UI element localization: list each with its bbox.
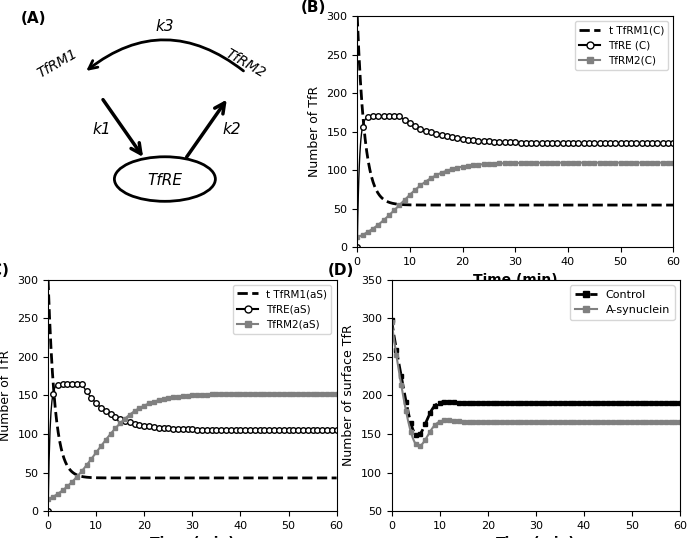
Legend: Control, A-synuclein: Control, A-synuclein (570, 285, 675, 320)
FancyArrowPatch shape (187, 103, 225, 157)
X-axis label: Time(min): Time(min) (496, 536, 576, 538)
Text: k1: k1 (93, 123, 111, 138)
Text: (A): (A) (21, 11, 46, 26)
Legend: t TfRM1(aS), TfRE(aS), TfRM2(aS): t TfRM1(aS), TfRE(aS), TfRM2(aS) (233, 285, 331, 334)
X-axis label: Time (min): Time (min) (473, 273, 558, 287)
Text: (C): (C) (0, 263, 10, 278)
Text: (D): (D) (328, 263, 354, 278)
Text: k2: k2 (223, 123, 241, 138)
Y-axis label: Number of TfR: Number of TfR (308, 86, 321, 178)
Y-axis label: Number of surface TfR: Number of surface TfR (342, 324, 355, 466)
Text: TfRM1: TfRM1 (35, 46, 80, 81)
X-axis label: Time (min): Time (min) (150, 536, 235, 538)
Text: k3: k3 (155, 18, 174, 33)
Text: TfRM2: TfRM2 (223, 46, 267, 81)
Text: (B): (B) (300, 0, 326, 15)
Y-axis label: Number of TfR: Number of TfR (0, 350, 12, 441)
FancyArrowPatch shape (89, 40, 243, 71)
FancyArrowPatch shape (103, 100, 141, 154)
Legend: t TfRM1(C), TfRE (C), TfRM2(C): t TfRM1(C), TfRE (C), TfRM2(C) (575, 22, 668, 70)
Text: TfRE: TfRE (148, 173, 182, 188)
